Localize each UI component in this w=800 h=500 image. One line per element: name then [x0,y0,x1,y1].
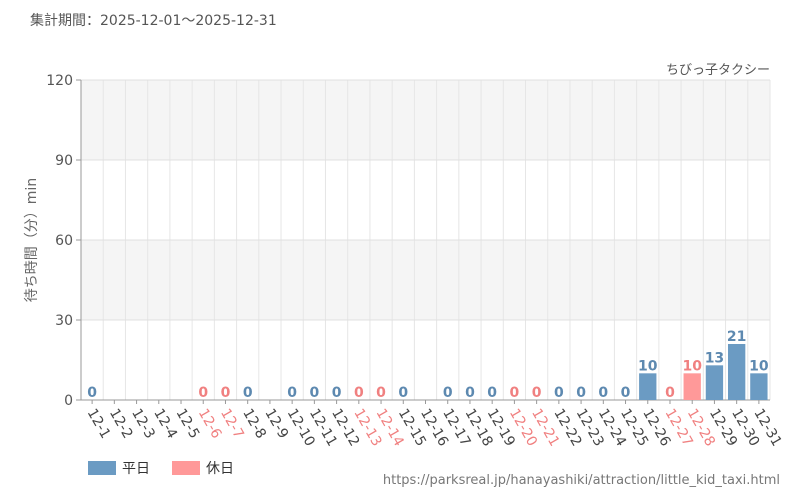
bar-value-label: 10 [638,358,658,374]
plot-band [81,240,770,320]
bar-value-label: 0 [398,385,408,401]
source-url[interactable]: https://parksreal.jp/hanayashiki/attract… [382,473,780,488]
bar-value-label: 0 [465,385,475,401]
bar [705,365,724,400]
bar [639,373,657,400]
y-axis-label: 待ち時間（分）min [24,178,40,302]
bar [683,373,701,400]
bar [750,373,768,400]
bar-value-label: 10 [682,358,702,374]
plot-band [81,160,770,240]
bar-value-label: 0 [354,385,364,401]
bar-value-label: 0 [198,385,208,401]
bar-value-label: 0 [598,385,608,401]
y-tick-label: 60 [55,233,73,249]
bar-value-label: 0 [665,385,675,401]
bar-value-label: 0 [376,385,386,401]
legend-weekday-label: 平日 [122,461,150,477]
bar-value-label: 0 [443,385,453,401]
bar [727,344,746,400]
bar-value-label: 0 [309,385,319,401]
bar-value-label: 21 [727,329,746,345]
legend-holiday-swatch [172,461,200,475]
y-tick-label: 30 [55,313,73,329]
bar-value-label: 0 [576,385,586,401]
bar-value-label: 0 [554,385,564,401]
plot-band [81,80,770,160]
bar-value-label: 0 [243,385,253,401]
bar-value-label: 0 [510,385,520,401]
bar-value-label: 0 [87,385,97,401]
legend-weekday-swatch [88,461,116,475]
bar-value-label: 0 [532,385,542,401]
y-tick-label: 0 [64,393,73,409]
bar-value-label: 0 [332,385,342,401]
legend-weekday: 平日 [88,458,150,478]
y-tick-label: 120 [46,73,73,89]
bar-value-label: 10 [749,358,769,374]
bar-value-label: 0 [621,385,631,401]
bar-value-label: 0 [487,385,497,401]
period-label: 集計期間：2025-12-01〜2025-12-31 [30,13,277,29]
bar-value-label: 13 [705,350,724,366]
bar-value-label: 0 [287,385,297,401]
chart-title: ちびっ子タクシー [666,63,770,78]
legend-holiday: 休日 [172,458,234,478]
bar-value-label: 0 [221,385,231,401]
y-tick-label: 90 [55,153,73,169]
legend-holiday-label: 休日 [206,461,234,477]
